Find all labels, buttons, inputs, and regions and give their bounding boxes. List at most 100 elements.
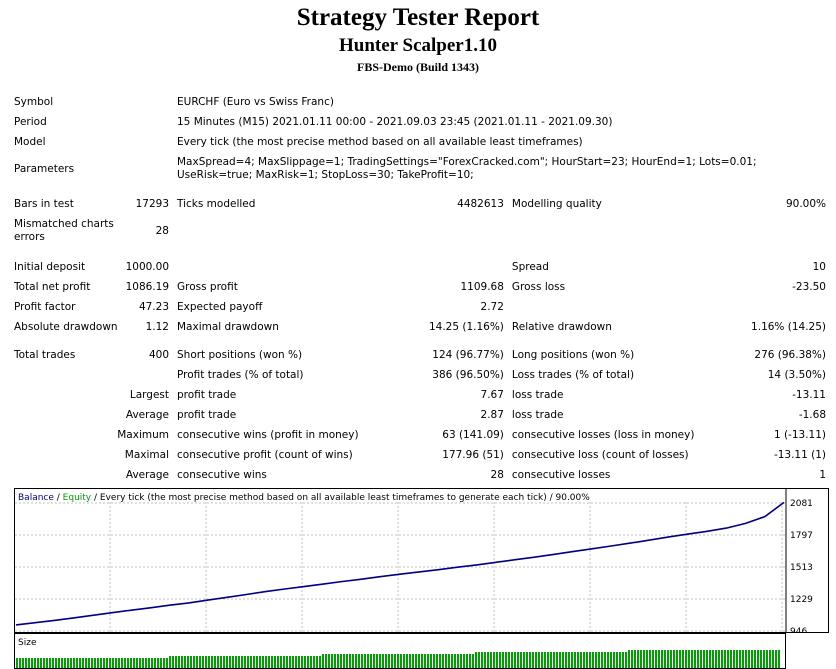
size-bar — [406, 654, 408, 668]
size-bar — [337, 654, 339, 668]
size-bar — [106, 658, 108, 668]
average-profit-label: profit trade — [177, 409, 237, 421]
size-bar — [313, 656, 315, 668]
size-bar — [97, 658, 99, 668]
size-bar — [205, 656, 207, 668]
size-bar — [466, 654, 468, 668]
size-bar — [628, 650, 630, 668]
y-tick-label: 1513 — [790, 563, 813, 573]
average-loss-value: -1.68 — [798, 409, 826, 421]
size-bar — [736, 650, 738, 668]
size-bar — [73, 658, 75, 668]
y-axis-ticks: 2081 1797 1513 1229 946 — [790, 499, 813, 633]
loss-trades-value: 14 (3.50%) — [767, 369, 826, 381]
size-bar — [652, 650, 654, 668]
net-profit-label: Total net profit — [14, 281, 91, 293]
maximal-consecutive-loss-label: consecutive loss (count of losses) — [511, 449, 689, 461]
balance-line — [15, 501, 785, 626]
size-bar — [133, 658, 135, 668]
size-bar — [58, 658, 60, 668]
size-bar — [607, 652, 609, 668]
size-bar — [61, 658, 63, 668]
model-label: Model — [14, 136, 46, 148]
size-bar — [400, 654, 402, 668]
size-bar — [763, 650, 765, 668]
size-bar — [775, 650, 777, 668]
size-bar — [688, 650, 690, 668]
legend-sep: / — [54, 493, 63, 503]
size-bar — [307, 656, 309, 668]
size-bar — [292, 656, 294, 668]
size-bar — [262, 656, 264, 668]
size-bar — [217, 656, 219, 668]
balance-chart: Balance / Equity / Every tick (the most … — [14, 488, 829, 633]
size-bar — [724, 650, 726, 668]
size-bar — [415, 654, 417, 668]
size-bar — [493, 652, 495, 668]
size-bar — [427, 654, 429, 668]
spread-value: 10 — [812, 261, 826, 273]
size-bar — [214, 656, 216, 668]
size-bar — [745, 650, 747, 668]
row-symbol: Symbol EURCHF (Euro vs Swiss Franc) — [10, 92, 830, 112]
size-bars — [16, 650, 780, 668]
size-bar — [127, 658, 129, 668]
size-bar — [40, 658, 42, 668]
size-bar — [256, 656, 258, 668]
size-bar — [397, 654, 399, 668]
size-bar — [112, 658, 114, 668]
size-bar — [772, 650, 774, 668]
size-bar — [712, 650, 714, 668]
size-bar — [94, 658, 96, 668]
size-bar — [589, 652, 591, 668]
initial-deposit-value: 1000.00 — [125, 261, 169, 273]
size-bar — [517, 652, 519, 668]
gross-loss-value: -23.50 — [792, 281, 826, 293]
size-bar — [424, 654, 426, 668]
size-bar — [529, 652, 531, 668]
size-bar — [88, 658, 90, 668]
size-bar — [52, 658, 54, 668]
row-period: Period 15 Minutes (M15) 2021.01.11 00:00… — [10, 112, 830, 132]
size-bar — [403, 654, 405, 668]
size-bar — [304, 656, 306, 668]
size-bar — [238, 656, 240, 668]
size-bar — [661, 650, 663, 668]
size-bar — [484, 652, 486, 668]
size-bar — [610, 652, 612, 668]
size-bar — [91, 658, 93, 668]
size-label: Size — [18, 638, 37, 648]
size-bar — [505, 652, 507, 668]
size-bar — [496, 652, 498, 668]
size-bar — [226, 656, 228, 668]
size-bar — [532, 652, 534, 668]
size-bar — [646, 650, 648, 668]
size-bar — [571, 652, 573, 668]
legend-rest: / Every tick (the most precise method ba… — [91, 493, 590, 503]
size-bar — [190, 656, 192, 668]
spread-label: Spread — [511, 261, 549, 273]
expected-payoff-label: Expected payoff — [177, 301, 263, 313]
size-bar — [121, 658, 123, 668]
maximum-label: Maximum — [117, 429, 169, 441]
size-bar — [115, 658, 117, 668]
size-bar — [556, 652, 558, 668]
size-bar — [469, 654, 471, 668]
size-bar — [766, 650, 768, 668]
maximal-drawdown-label: Maximal drawdown — [177, 321, 279, 333]
size-bar — [178, 656, 180, 668]
max-consecutive-wins-label: consecutive wins (profit in money) — [177, 429, 359, 441]
y-tick-label: 1797 — [790, 531, 813, 541]
size-bar — [649, 650, 651, 668]
size-bar — [553, 652, 555, 668]
row-largest: Largest profit trade 7.67 loss trade -13… — [10, 385, 830, 405]
size-bar — [361, 654, 363, 668]
size-bar — [694, 650, 696, 668]
size-bar — [733, 650, 735, 668]
ticks-value: 4482613 — [457, 198, 504, 210]
size-bar — [658, 650, 660, 668]
size-bar — [562, 652, 564, 668]
size-bar — [682, 650, 684, 668]
y-tick-label: 2081 — [790, 499, 813, 509]
size-bar — [391, 654, 393, 668]
